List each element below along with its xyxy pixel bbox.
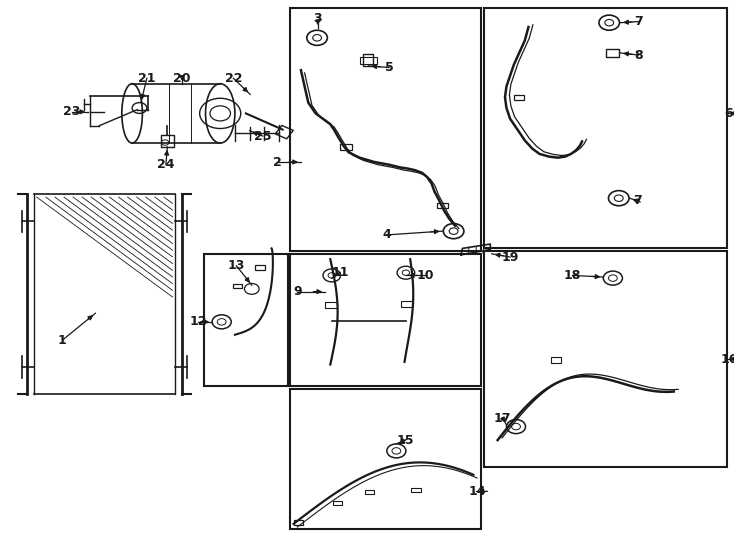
Text: 7: 7	[633, 194, 642, 207]
Text: 22: 22	[225, 72, 242, 85]
Bar	[333, 501, 342, 505]
Bar	[401, 301, 413, 307]
Text: 24: 24	[157, 158, 175, 171]
Text: 10: 10	[417, 269, 435, 282]
Bar	[204, 254, 288, 386]
Bar	[340, 144, 352, 150]
Bar	[294, 520, 303, 525]
Bar	[514, 94, 524, 100]
Bar	[606, 49, 619, 57]
Bar	[290, 8, 481, 251]
Text: 7: 7	[634, 15, 643, 28]
Bar	[275, 125, 294, 139]
Text: 11: 11	[331, 266, 349, 279]
Bar	[484, 8, 727, 248]
Bar	[411, 488, 421, 492]
Bar	[437, 203, 448, 208]
Text: 13: 13	[228, 259, 245, 272]
Text: 2: 2	[273, 156, 282, 168]
Bar	[550, 357, 561, 363]
Text: 3: 3	[313, 12, 322, 25]
Bar	[363, 54, 373, 66]
Text: 18: 18	[564, 269, 581, 282]
Text: 21: 21	[138, 72, 156, 85]
Text: 8: 8	[634, 49, 643, 62]
Text: 12: 12	[189, 315, 207, 328]
Text: 20: 20	[173, 72, 191, 85]
Bar	[484, 251, 727, 467]
Bar	[290, 389, 481, 529]
Bar	[255, 265, 265, 270]
Bar	[325, 302, 337, 308]
Text: 5: 5	[385, 61, 393, 74]
Text: 19: 19	[501, 251, 519, 264]
Text: 14: 14	[468, 485, 486, 498]
Bar	[161, 135, 174, 147]
Text: 6: 6	[724, 107, 733, 120]
Bar	[365, 490, 374, 494]
Text: 25: 25	[254, 130, 272, 143]
Text: 4: 4	[382, 228, 391, 241]
Bar	[233, 284, 242, 288]
Bar	[360, 57, 377, 64]
Bar	[290, 254, 481, 386]
Text: 16: 16	[720, 353, 734, 366]
Text: 9: 9	[293, 285, 302, 298]
Text: 17: 17	[494, 412, 512, 425]
Text: 15: 15	[396, 434, 414, 447]
Text: 1: 1	[58, 334, 67, 347]
Text: 23: 23	[63, 105, 81, 118]
